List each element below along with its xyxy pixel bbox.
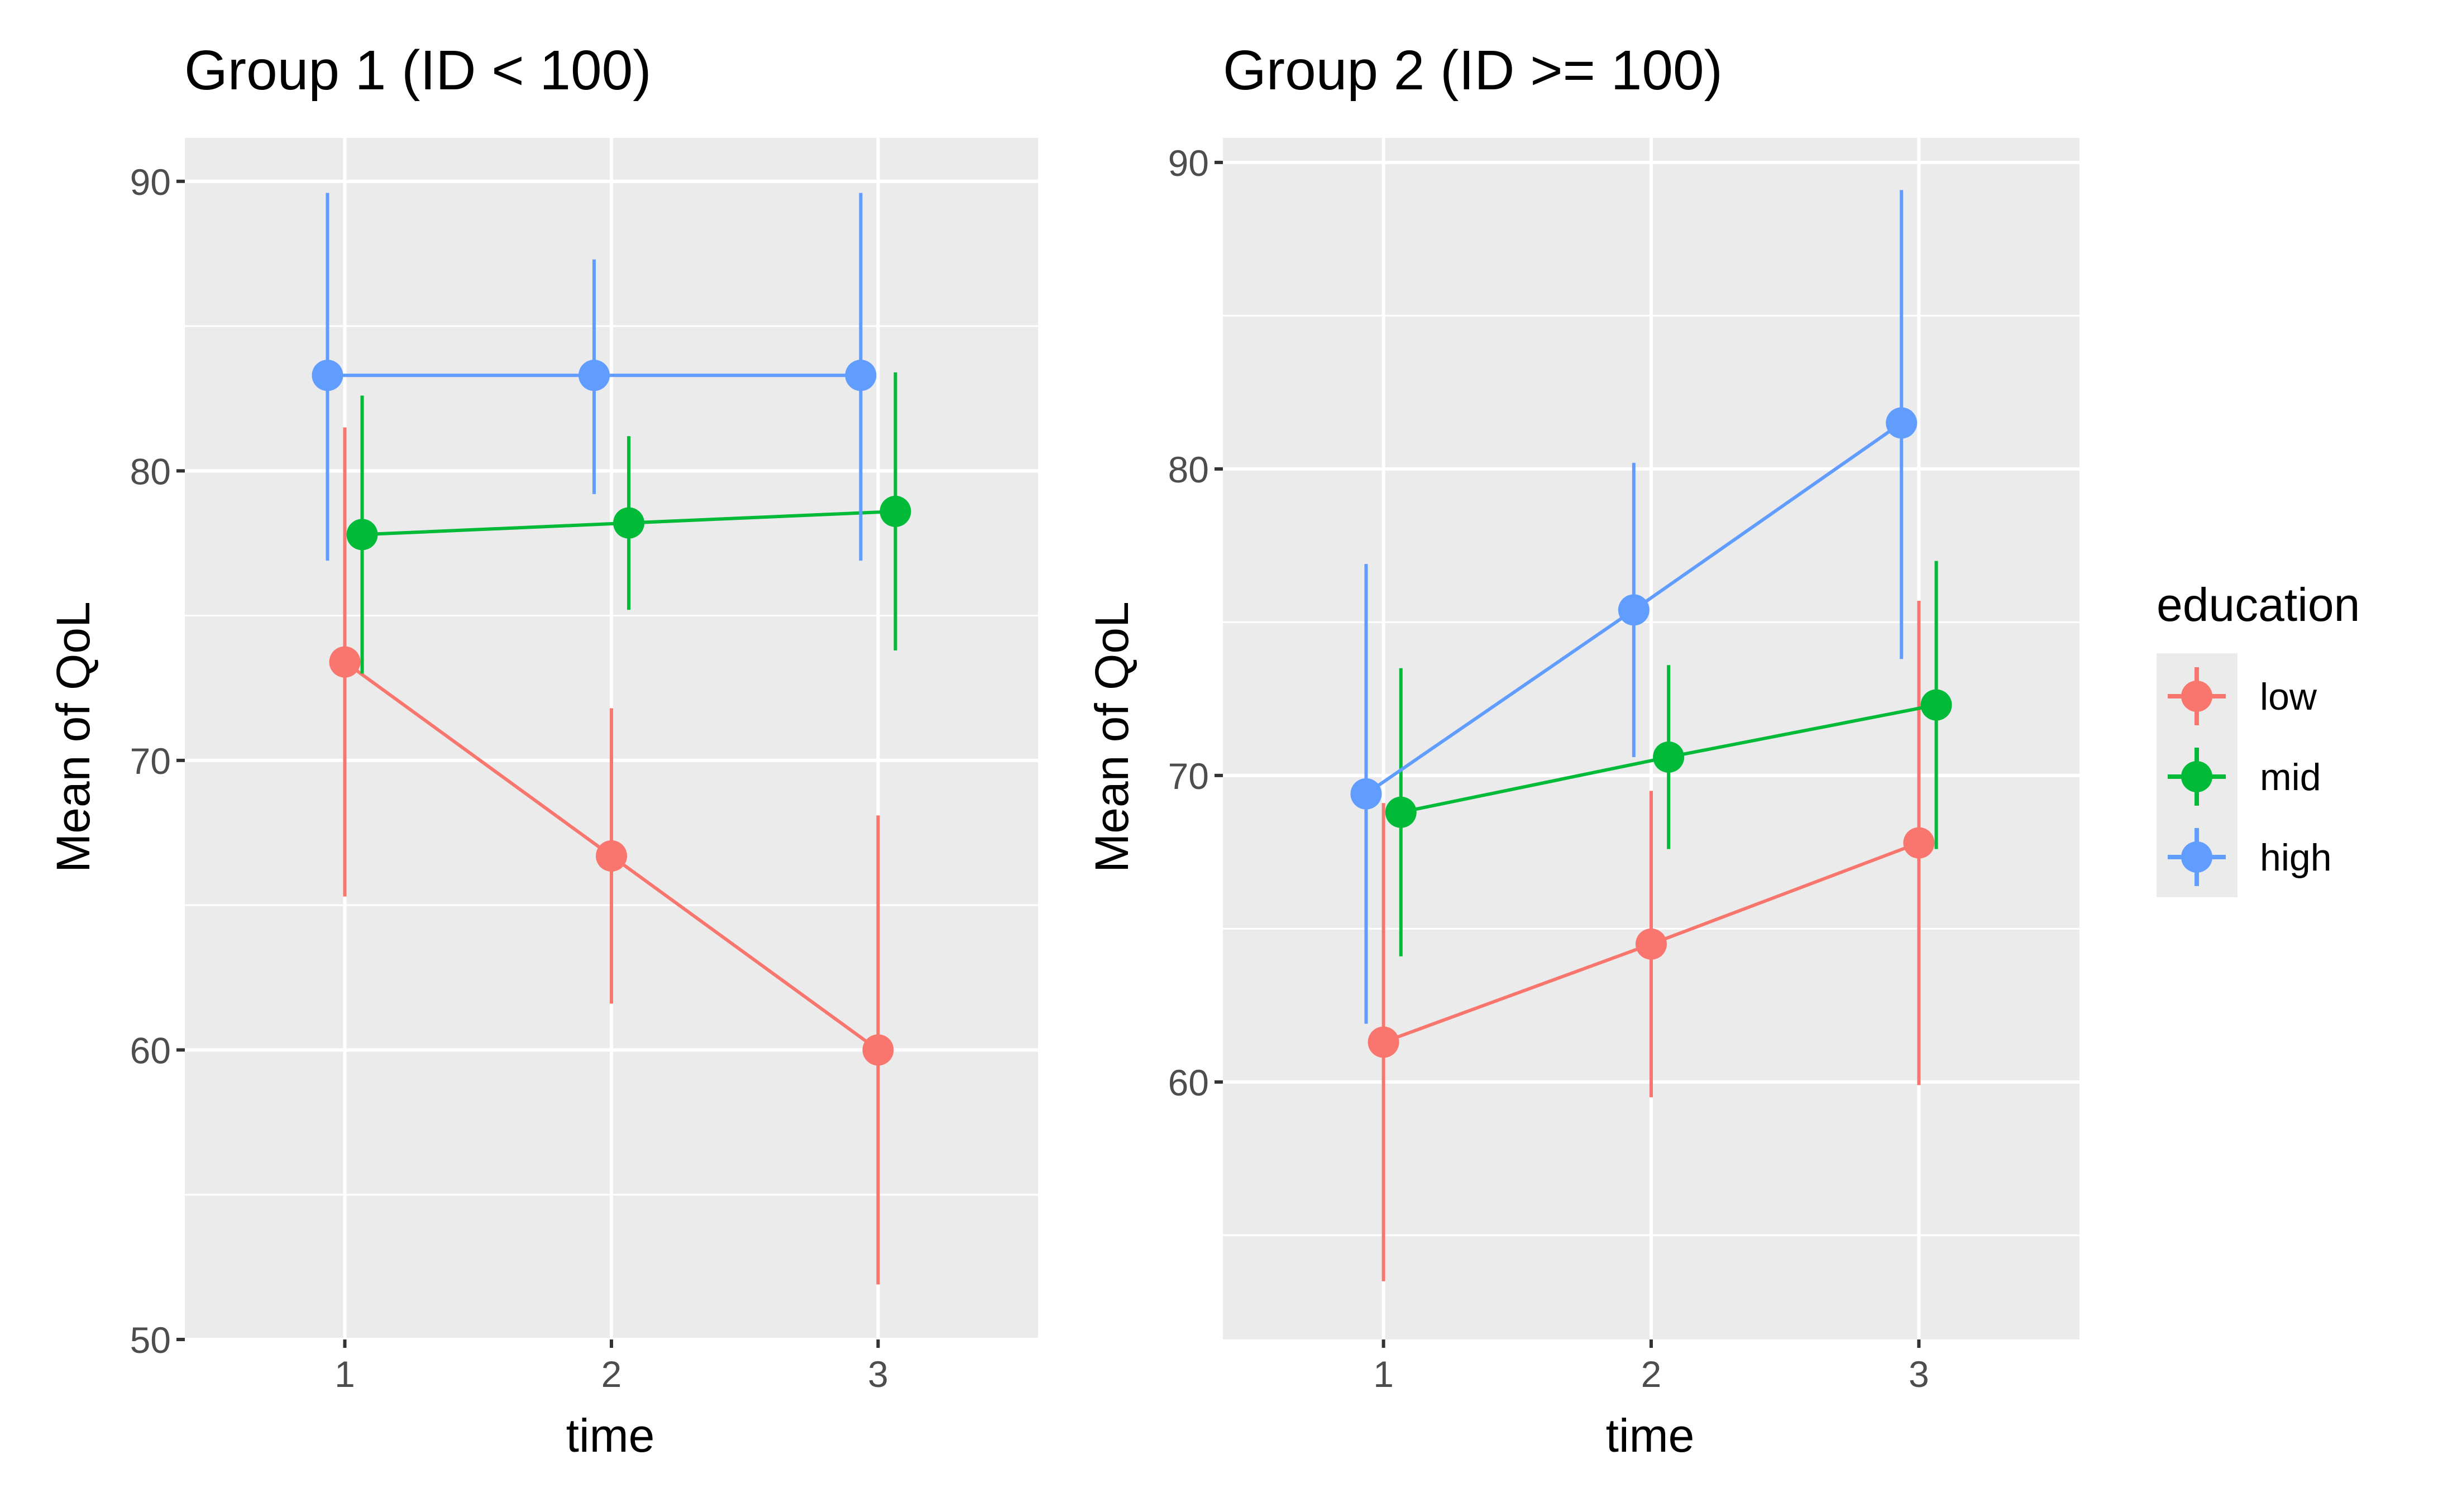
- x-tick-label: 1: [1373, 1353, 1394, 1395]
- data-point-low: [1636, 928, 1667, 960]
- data-point-high: [1618, 594, 1650, 626]
- x-tick-label: 1: [334, 1353, 355, 1395]
- y-tick-label: 90: [1168, 142, 1209, 184]
- y-tick-label: 70: [1168, 755, 1209, 797]
- legend-item-high: high: [2168, 828, 2332, 886]
- legend-label: high: [2260, 836, 2332, 879]
- panel-group-1: Group 1 (ID < 100) time Mean of QoL 50 60…: [47, 39, 1038, 1462]
- data-point-low: [596, 840, 627, 872]
- panel-title: Group 2 (ID >= 100): [1223, 39, 1723, 102]
- series-high: [312, 193, 877, 561]
- legend-item-mid: mid: [2168, 748, 2321, 806]
- data-point-mid: [346, 519, 378, 551]
- y-tick-label: 50: [130, 1319, 171, 1361]
- data-point-mid: [1920, 689, 1952, 721]
- x-axis-label: time: [1606, 1409, 1695, 1462]
- panel-title: Group 1 (ID < 100): [184, 39, 652, 102]
- data-point-high: [1350, 778, 1382, 810]
- y-tick-label: 70: [130, 740, 171, 782]
- data-point-low: [862, 1034, 894, 1066]
- x-tick-label: 2: [1641, 1353, 1662, 1395]
- x-axis-label: time: [566, 1409, 655, 1462]
- series-low: [329, 427, 894, 1285]
- series-low: [1368, 600, 1935, 1281]
- data-point-high: [845, 360, 877, 391]
- x-tick-label: 2: [601, 1353, 622, 1395]
- series-mid: [1385, 561, 1952, 956]
- x-tick-label: 3: [868, 1353, 888, 1395]
- legend-label: mid: [2260, 756, 2321, 798]
- data-point-mid: [879, 495, 911, 527]
- data-point-mid: [1653, 741, 1685, 773]
- legend-key-point: [2181, 761, 2212, 792]
- data-point-mid: [613, 507, 645, 539]
- series-mid: [346, 372, 911, 674]
- series-high: [1350, 190, 1918, 1024]
- y-axis-label: Mean of QoL: [47, 601, 99, 873]
- legend: education low mid high: [2157, 578, 2360, 897]
- data-point-high: [312, 360, 343, 391]
- legend-key-point: [2181, 841, 2212, 873]
- y-tick-label: 60: [130, 1030, 171, 1071]
- legend-key-point: [2181, 681, 2212, 712]
- panel-group-2: Group 2 (ID >= 100) time Mean of QoL 60 7…: [1086, 39, 2079, 1462]
- data-point-high: [1886, 407, 1918, 439]
- data-point-low: [1903, 827, 1935, 859]
- y-axis-label: Mean of QoL: [1086, 601, 1138, 873]
- legend-label: low: [2260, 676, 2317, 718]
- legend-title: education: [2157, 578, 2360, 631]
- data-point-high: [578, 360, 610, 391]
- data-point-low: [1368, 1026, 1399, 1058]
- y-tick-label: 90: [130, 161, 171, 203]
- x-tick-label: 3: [1909, 1353, 1929, 1395]
- data-point-low: [329, 646, 361, 678]
- legend-item-low: low: [2168, 667, 2317, 725]
- y-tick-label: 80: [130, 451, 171, 492]
- y-tick-label: 60: [1168, 1062, 1209, 1103]
- y-tick-label: 80: [1168, 449, 1209, 490]
- data-point-mid: [1385, 796, 1417, 828]
